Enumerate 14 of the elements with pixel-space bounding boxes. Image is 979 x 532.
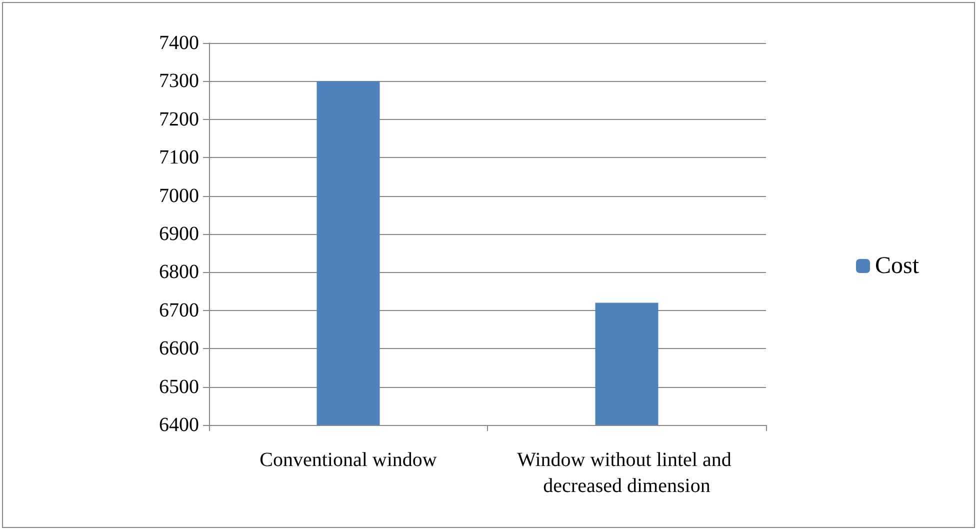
- y-tick-label: 6600: [159, 338, 199, 360]
- y-tick-label: 6800: [159, 261, 199, 284]
- y-tick-label: 7000: [159, 184, 199, 207]
- y-tick-label: 6400: [159, 414, 199, 436]
- y-tick-label: 7100: [159, 146, 199, 169]
- legend-label: Cost: [874, 253, 920, 279]
- x-tick-label: Conventional window: [260, 449, 438, 471]
- y-tick-label: 7200: [159, 108, 199, 130]
- y-tick-label: 7300: [159, 70, 199, 92]
- y-tick-label: 6500: [159, 376, 199, 398]
- x-tick-label: Window without lintel and decreased dimension: [517, 449, 736, 497]
- y-tick-label: 6700: [159, 299, 199, 322]
- y-tick-label: 6900: [159, 223, 199, 245]
- y-tick-label: 7400: [159, 32, 199, 54]
